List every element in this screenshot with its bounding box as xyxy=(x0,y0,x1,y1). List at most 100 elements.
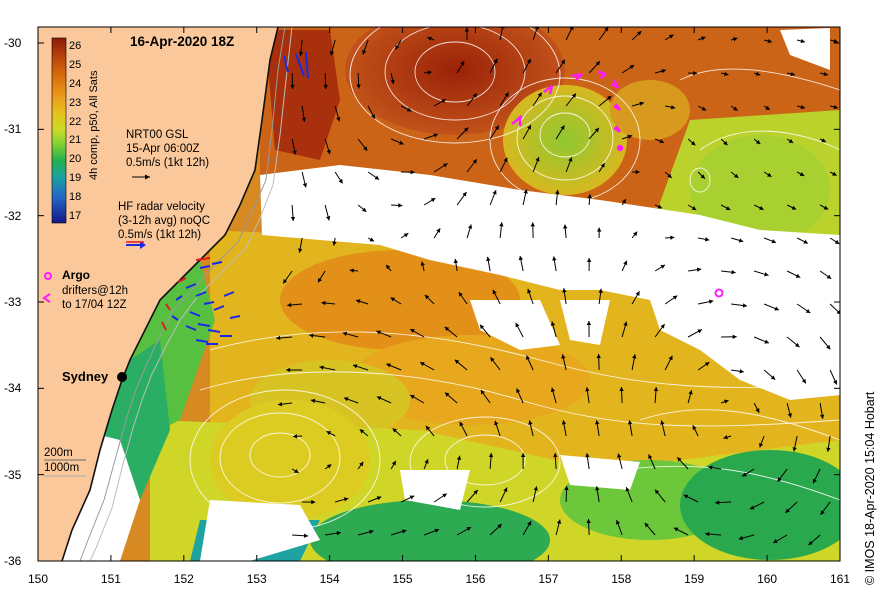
argo-legend-title: Argo xyxy=(62,268,90,282)
current-vector-head xyxy=(648,454,653,459)
current-vector-head xyxy=(352,364,358,369)
current-vector-head xyxy=(585,387,590,392)
y-tick-label: -36 xyxy=(4,554,22,568)
depth-legend-1000: 1000m xyxy=(44,462,80,474)
current-vector-head xyxy=(826,274,832,279)
current-vector-head xyxy=(697,329,702,334)
current-vector-head xyxy=(823,205,829,210)
current-vector-head xyxy=(692,425,697,430)
current-vector-head xyxy=(374,175,380,180)
current-vector-head xyxy=(398,203,403,208)
y-tick-label: -30 xyxy=(4,36,22,50)
current-vector-head xyxy=(619,387,624,392)
current-vector-head xyxy=(805,308,811,314)
current-vector-head xyxy=(363,146,368,151)
current-vector-head xyxy=(560,59,565,65)
current-vector-head xyxy=(833,380,838,385)
colorbar-label: 4h comp, p50, All Sats xyxy=(88,70,100,180)
current-vector-head xyxy=(424,294,430,300)
current-vector-head xyxy=(433,133,439,138)
y-tick-label: -33 xyxy=(4,295,22,309)
current-vector-head xyxy=(755,139,761,145)
current-vector-head xyxy=(376,496,382,501)
current-vector-head xyxy=(459,421,464,427)
current-vector-head xyxy=(790,71,795,77)
current-vector-head xyxy=(535,157,540,162)
current-vector-head xyxy=(563,224,568,229)
current-vector-head xyxy=(453,258,459,264)
hf-radar-vector xyxy=(199,265,211,269)
x-tick-label: 153 xyxy=(246,572,267,586)
current-vector-head xyxy=(668,355,673,361)
current-vector-head xyxy=(800,104,805,110)
current-vector-head xyxy=(556,519,562,524)
colorbar-tick-label: 24 xyxy=(69,77,82,90)
colorbar-tick-label: 21 xyxy=(69,134,82,147)
current-vector-head xyxy=(800,38,805,44)
current-vector-head xyxy=(700,174,705,179)
current-vector-head xyxy=(770,375,776,380)
current-vector-head xyxy=(801,378,806,384)
current-vector-head xyxy=(764,272,769,277)
argo-legend-line1: drifters@12h xyxy=(62,285,129,297)
current-vector-head xyxy=(523,189,528,194)
current-vector-head xyxy=(755,408,760,413)
current-vector-head xyxy=(785,508,790,513)
argo-legend: drifters@12h to 17/04 12Z xyxy=(62,284,128,312)
current-vector-head xyxy=(550,321,556,326)
current-vector-head xyxy=(310,398,316,404)
current-vector-head xyxy=(294,468,299,473)
gsl-legend-line2: 15-Apr 06:00Z xyxy=(126,143,200,155)
current-vector-head xyxy=(724,399,729,404)
colorbar-tick-label: 22 xyxy=(69,115,82,128)
current-vector-head xyxy=(742,303,748,308)
current-vector-head xyxy=(803,239,808,244)
current-vector-head xyxy=(787,413,792,418)
current-vector-head xyxy=(704,237,710,242)
hf-radar-vector xyxy=(203,301,215,305)
current-vector-head xyxy=(555,189,560,195)
current-vector-head xyxy=(561,354,566,359)
gsl-legend-line3: 0.5m/s (1kt 12h) xyxy=(126,157,210,169)
current-vector-head xyxy=(749,505,755,510)
current-vector-head xyxy=(688,390,693,395)
gsl-legend: NRT00 GSL 15-Apr 06:00Z 0.5m/s (1kt 12h) xyxy=(126,128,209,170)
current-vector-head xyxy=(677,457,682,462)
hf-radar-vector xyxy=(229,315,241,319)
current-vector-head xyxy=(723,140,728,146)
colorbar-tick-label: 25 xyxy=(69,58,82,71)
current-vector-head xyxy=(660,324,665,329)
current-vector-head xyxy=(290,216,296,221)
current-vector-head xyxy=(533,486,538,491)
current-vector-head xyxy=(705,531,710,537)
current-vector-head xyxy=(655,489,660,495)
current-vector-head xyxy=(826,344,831,350)
current-vector-head xyxy=(458,292,463,297)
current-vector-head xyxy=(767,38,772,44)
current-vector-head xyxy=(467,224,473,229)
current-vector-head xyxy=(739,369,744,374)
current-vector-head xyxy=(820,510,825,515)
current-vector-head xyxy=(472,93,477,98)
current-vector-head xyxy=(632,231,638,237)
hf-legend-line3: 0.5m/s (1kt 12h) xyxy=(118,229,202,241)
current-vector-head xyxy=(303,533,309,538)
current-vector-head xyxy=(587,194,592,199)
current-vector-head xyxy=(460,61,465,66)
current-vector-head xyxy=(430,198,436,203)
current-vector-head xyxy=(349,268,354,273)
current-vector-head xyxy=(464,27,470,32)
current-vector-head xyxy=(561,420,567,425)
current-vector-head xyxy=(623,260,628,266)
x-tick-label: 159 xyxy=(684,572,705,586)
current-vector-head xyxy=(660,264,666,269)
current-vector-head xyxy=(635,291,640,296)
current-vector-head xyxy=(403,233,409,238)
current-vector-head xyxy=(530,222,536,227)
current-vector-head xyxy=(683,494,689,499)
current-vector-head xyxy=(326,149,331,155)
current-vector-head xyxy=(386,363,391,368)
current-vector-head xyxy=(731,269,736,275)
current-vector-head xyxy=(636,31,642,36)
current-vector-head xyxy=(550,387,556,393)
